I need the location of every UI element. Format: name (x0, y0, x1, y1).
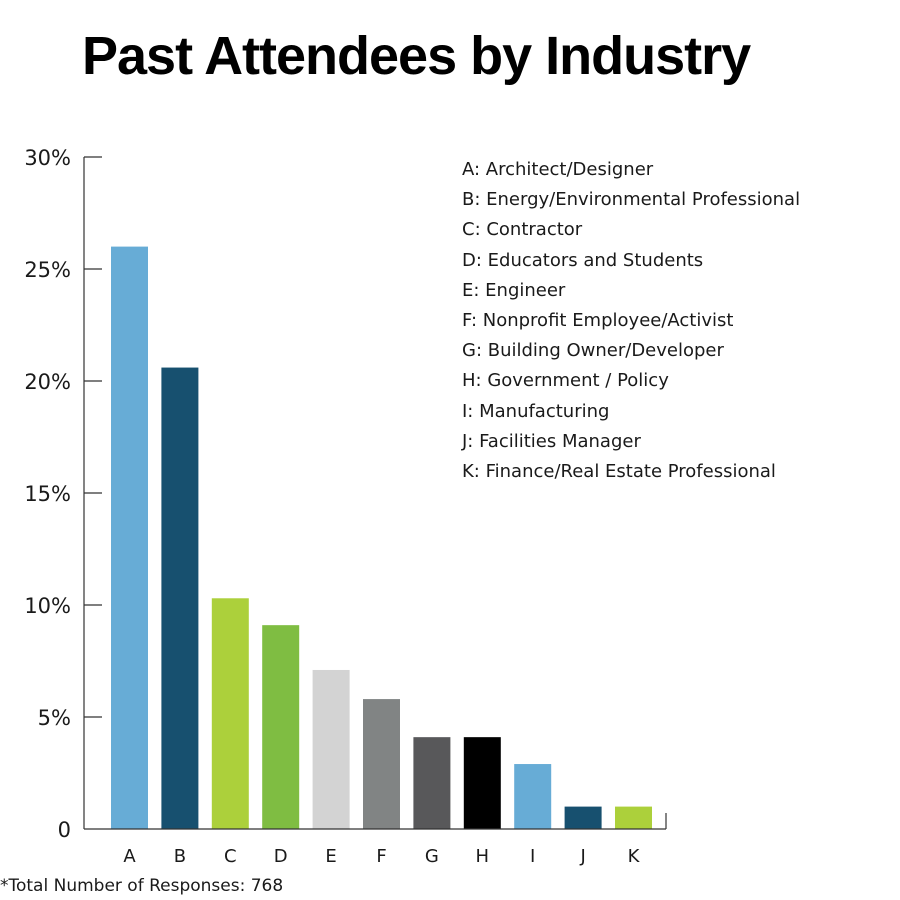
bar-e (312, 669, 350, 829)
chart-title: Past Attendees by Industry (82, 26, 751, 86)
x-tick-label: E (325, 846, 336, 867)
legend-item: E: Engineer (462, 279, 566, 301)
bar-i (514, 764, 552, 829)
y-tick-label: 25% (24, 258, 71, 282)
legend-item: B: Energy/Environmental Professional (462, 189, 801, 211)
bar-a (111, 246, 148, 830)
bar-f (363, 699, 400, 829)
bar-k (615, 806, 652, 829)
y-tick-label: 20% (24, 370, 71, 394)
y-tick-label: 15% (24, 482, 71, 506)
legend-item: G: Building Owner/Developer (462, 340, 724, 362)
footnote: *Total Number of Responses: 768 (0, 876, 284, 896)
bar-b (161, 367, 199, 829)
bar-c (211, 598, 249, 829)
y-tick-label: 10% (24, 594, 71, 618)
legend-item: C: Contractor (462, 219, 583, 241)
legend-item: H: Government / Policy (462, 370, 669, 392)
x-tick-label: J (579, 846, 585, 867)
category-legend: A: Architect/Designer B: Energy/Environme… (462, 157, 800, 489)
bar-j (564, 806, 602, 829)
x-axis: A B C D E F G H I J K (84, 813, 667, 867)
legend-item: F: Nonprofit Employee/Activist (462, 309, 734, 331)
x-tick-label: K (628, 846, 641, 867)
x-tick-label: C (224, 846, 237, 867)
y-axis: 0 5% 10% 15% 20% 25% 30% (24, 146, 102, 842)
legend-item: J: Facilities Manager (462, 430, 641, 452)
legend-item: K: Finance/Real Estate Professional (462, 460, 776, 482)
bars (111, 246, 652, 830)
x-tick-label: I (530, 846, 535, 867)
y-tick-label: 0 (58, 818, 71, 842)
legend-item: D: Educators and Students (462, 249, 704, 271)
bar-h (463, 737, 501, 829)
x-tick-label: G (425, 846, 439, 867)
legend-item: I: Manufacturing (462, 400, 610, 422)
x-tick-label: B (174, 846, 186, 867)
x-tick-label: F (376, 846, 386, 867)
legend-item: A: Architect/Designer (462, 159, 654, 180)
y-tick-label: 30% (24, 146, 71, 170)
x-tick-label: H (476, 846, 490, 867)
bar-d (262, 625, 300, 829)
x-tick-label: A (123, 846, 136, 867)
bar-g (413, 737, 451, 829)
x-tick-label: D (274, 846, 288, 867)
y-tick-label: 5% (38, 706, 71, 730)
